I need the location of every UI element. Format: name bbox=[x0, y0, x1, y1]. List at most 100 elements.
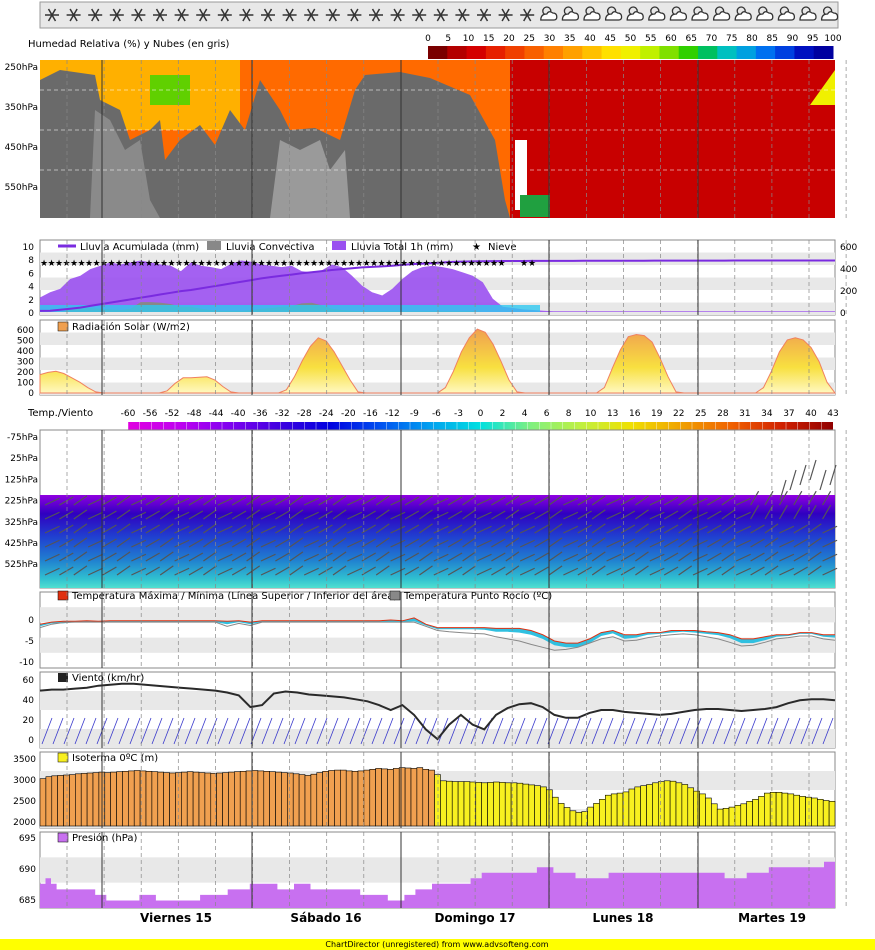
legend-pressure: Presión (hPa) bbox=[72, 832, 137, 844]
wind-barb bbox=[52, 717, 64, 745]
wind-arrow bbox=[404, 524, 420, 534]
isotherm-bar bbox=[822, 800, 830, 827]
colorbar-cell bbox=[485, 46, 506, 59]
wind-arrow bbox=[275, 552, 290, 562]
snow-mark: ★ bbox=[325, 259, 333, 269]
isotherm-bar bbox=[775, 791, 783, 827]
sun-cloud-icon bbox=[734, 6, 752, 21]
rain-ytick-right: 600 bbox=[840, 243, 857, 253]
temp-wind-field bbox=[40, 459, 838, 588]
wind-arrow bbox=[678, 523, 693, 534]
temperature-marks bbox=[39, 617, 836, 651]
cloud-shape bbox=[669, 11, 688, 21]
wind-arrow bbox=[289, 537, 304, 548]
wind-arrow bbox=[807, 504, 817, 520]
wind-arrow bbox=[735, 525, 751, 534]
snow-icon bbox=[347, 8, 362, 22]
wind-arrow bbox=[289, 565, 304, 576]
wind-arrow bbox=[793, 504, 803, 520]
wind-arrow bbox=[347, 497, 363, 506]
wind-marks bbox=[39, 682, 836, 745]
wind-arrow bbox=[807, 490, 817, 506]
wind-arrow bbox=[131, 511, 147, 520]
colorbar-tick: 45 bbox=[605, 34, 616, 44]
wind-arrow bbox=[217, 497, 233, 506]
snow-mark: ★ bbox=[212, 259, 220, 269]
wind-arrow bbox=[462, 565, 477, 576]
colorbar-cell bbox=[582, 46, 603, 59]
wind-arrow bbox=[491, 538, 506, 548]
wind-arrow bbox=[289, 509, 304, 520]
snow-mark: ★ bbox=[347, 259, 355, 269]
colorbar-tick: 90 bbox=[787, 34, 799, 44]
isotherm-bar bbox=[522, 783, 530, 827]
wind-barb bbox=[811, 717, 823, 745]
humidity-yticks: 250hPa 350hPa 450hPa 550hPa bbox=[5, 63, 38, 193]
wind-arrow bbox=[275, 510, 290, 520]
wind-arrow bbox=[419, 523, 433, 534]
wind-arrow bbox=[779, 553, 795, 562]
isotherm-bar bbox=[675, 782, 683, 827]
colorbar-cell bbox=[678, 46, 699, 59]
isotherm-bar bbox=[281, 772, 288, 827]
isotherm-bar bbox=[699, 793, 706, 827]
wind-arrow bbox=[347, 567, 363, 576]
snow-mark: ★ bbox=[167, 259, 175, 269]
wind-barb bbox=[448, 717, 460, 745]
cloud-shading bbox=[40, 70, 510, 218]
snow-icon-stroke bbox=[350, 8, 359, 22]
wind-arrow bbox=[548, 509, 563, 520]
wind-arrow bbox=[260, 497, 276, 506]
isotherm-bar bbox=[764, 792, 771, 827]
wind-arrow bbox=[275, 538, 290, 548]
isotherm-bar bbox=[828, 800, 836, 827]
isotherm-bar bbox=[404, 767, 412, 827]
wind-arrow bbox=[145, 552, 160, 562]
isotherm-bar bbox=[446, 780, 453, 827]
wind-arrow bbox=[375, 565, 390, 576]
snow-mark: ★ bbox=[265, 259, 273, 269]
wind-arrow bbox=[678, 565, 693, 576]
rain-ytick-left: 0 bbox=[28, 309, 34, 319]
snow-icon bbox=[45, 8, 59, 22]
rain-ytick-right: 200 bbox=[840, 287, 857, 297]
wind-barb bbox=[382, 717, 394, 745]
isotherm-bar bbox=[769, 791, 777, 827]
isotherm-yticks: 3500 3000 2500 2000 bbox=[13, 755, 36, 828]
colorbar-tick: 80 bbox=[746, 34, 758, 44]
isotherm-bar bbox=[811, 797, 818, 827]
wind-barb bbox=[789, 717, 801, 745]
wind-arrow bbox=[462, 509, 477, 520]
wind-arrow bbox=[678, 495, 693, 506]
colorbar-tick: 15 bbox=[483, 34, 494, 44]
legend-swatch-dewpoint bbox=[389, 590, 401, 601]
snow-icon bbox=[325, 8, 340, 22]
isotherm-bar bbox=[669, 780, 677, 827]
wind-barb bbox=[470, 717, 482, 745]
cloud-shape bbox=[561, 11, 580, 21]
wind-barb bbox=[723, 717, 735, 745]
wind-arrow bbox=[404, 496, 420, 506]
wind-arrow bbox=[419, 509, 433, 520]
colorbar-cell bbox=[659, 46, 680, 59]
wind-arrow bbox=[174, 539, 190, 548]
humidity-panel: Humedad Relativa (%) y Nubes (en gris) 0… bbox=[5, 34, 842, 218]
wind-arrow bbox=[649, 497, 665, 506]
isotherm-bar bbox=[416, 767, 424, 827]
wind-barb bbox=[294, 717, 306, 745]
wind-barb bbox=[679, 717, 691, 745]
cloud-shape bbox=[799, 11, 817, 21]
snow-mark: ★ bbox=[302, 259, 310, 269]
isotherm-bar bbox=[393, 768, 400, 827]
wind-arrow bbox=[606, 553, 622, 562]
wind-arrow bbox=[231, 552, 247, 562]
isotherm-bar bbox=[681, 784, 689, 827]
rain-yticks: 10 8 6 4 2 0 600 400 200 0 bbox=[23, 243, 858, 319]
wind-arrow bbox=[116, 537, 131, 548]
wind-arrow bbox=[822, 567, 838, 576]
wind-arrow bbox=[347, 539, 363, 548]
wind-arrow bbox=[606, 525, 622, 534]
wind-arrow bbox=[692, 539, 708, 548]
snow-mark: ★ bbox=[392, 259, 400, 269]
wind-arrow bbox=[606, 539, 622, 548]
